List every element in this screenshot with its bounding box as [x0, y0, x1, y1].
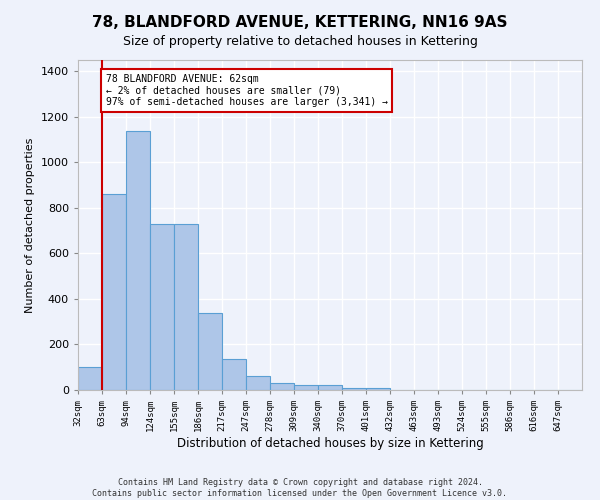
- Text: Contains HM Land Registry data © Crown copyright and database right 2024.
Contai: Contains HM Land Registry data © Crown c…: [92, 478, 508, 498]
- Bar: [174, 224, 198, 390]
- Bar: [150, 224, 174, 390]
- Bar: [198, 312, 222, 390]
- Y-axis label: Number of detached properties: Number of detached properties: [25, 138, 35, 312]
- Bar: [270, 383, 294, 390]
- Bar: [318, 386, 342, 390]
- Bar: [78, 367, 102, 390]
- Text: 78, BLANDFORD AVENUE, KETTERING, NN16 9AS: 78, BLANDFORD AVENUE, KETTERING, NN16 9A…: [92, 15, 508, 30]
- Bar: [246, 376, 270, 390]
- Bar: [126, 130, 150, 390]
- Bar: [294, 386, 318, 390]
- Text: 78 BLANDFORD AVENUE: 62sqm
← 2% of detached houses are smaller (79)
97% of semi-: 78 BLANDFORD AVENUE: 62sqm ← 2% of detac…: [106, 74, 388, 107]
- Bar: [342, 388, 366, 390]
- Bar: [102, 194, 126, 390]
- Bar: [366, 388, 390, 390]
- X-axis label: Distribution of detached houses by size in Kettering: Distribution of detached houses by size …: [176, 437, 484, 450]
- Bar: [222, 360, 246, 390]
- Text: Size of property relative to detached houses in Kettering: Size of property relative to detached ho…: [122, 35, 478, 48]
